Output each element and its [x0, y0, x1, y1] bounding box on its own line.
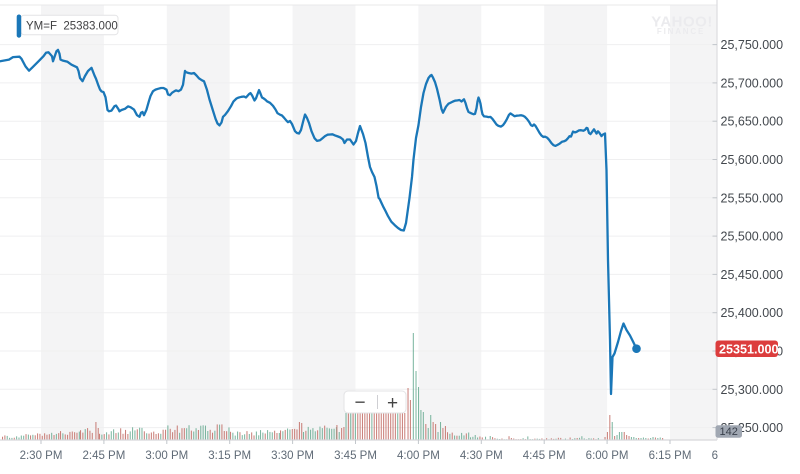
- svg-text:YAHOO!: YAHOO!: [651, 14, 713, 31]
- svg-text:+: +: [387, 393, 398, 414]
- svg-text:4:45 PM: 4:45 PM: [523, 450, 566, 462]
- svg-text:3:00 PM: 3:00 PM: [145, 450, 188, 462]
- svg-text:25,650.000: 25,650.000: [721, 115, 784, 129]
- svg-text:YM=F 25383.000: YM=F 25383.000: [26, 20, 118, 32]
- svg-text:25351.000: 25351.000: [719, 342, 779, 356]
- svg-text:25,500.000: 25,500.000: [721, 230, 784, 244]
- svg-text:25,450.000: 25,450.000: [721, 268, 784, 282]
- svg-text:25,300.000: 25,300.000: [721, 383, 784, 397]
- svg-text:25,550.000: 25,550.000: [721, 191, 784, 205]
- svg-text:6:30 PM: 6:30 PM: [712, 450, 755, 462]
- svg-text:3:15 PM: 3:15 PM: [208, 450, 251, 462]
- svg-text:6:15 PM: 6:15 PM: [649, 450, 692, 462]
- svg-text:25,750.000: 25,750.000: [721, 38, 784, 52]
- svg-text:3:45 PM: 3:45 PM: [334, 450, 377, 462]
- svg-text:25,700.000: 25,700.000: [721, 76, 784, 90]
- svg-text:2:30 PM: 2:30 PM: [20, 450, 63, 462]
- svg-text:2:45 PM: 2:45 PM: [82, 450, 125, 462]
- svg-text:4:30 PM: 4:30 PM: [460, 450, 503, 462]
- svg-text:6:00 PM: 6:00 PM: [586, 450, 629, 462]
- svg-text:25,600.000: 25,600.000: [721, 153, 784, 167]
- svg-text:FINANCE: FINANCE: [657, 27, 705, 36]
- svg-text:142: 142: [720, 426, 738, 438]
- svg-text:4:00 PM: 4:00 PM: [397, 450, 440, 462]
- svg-text:25,400.000: 25,400.000: [721, 306, 784, 320]
- svg-text:−: −: [354, 393, 365, 414]
- svg-text:3:30 PM: 3:30 PM: [271, 450, 314, 462]
